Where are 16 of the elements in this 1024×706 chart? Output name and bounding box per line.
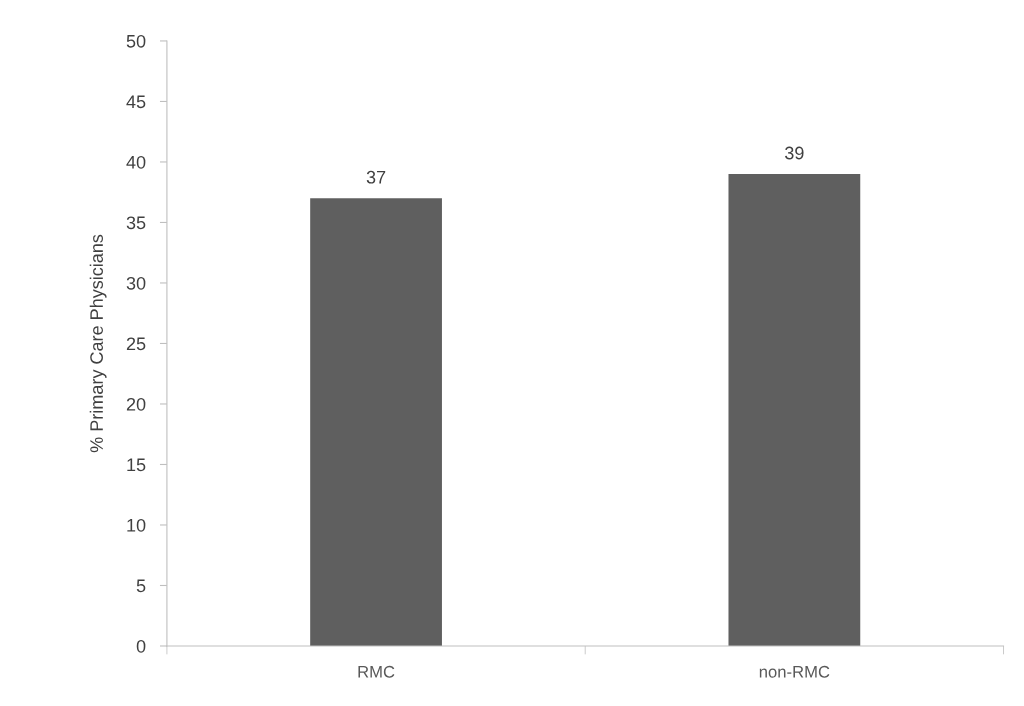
y-tick-label: 25	[126, 337, 146, 351]
y-tick-label: 5	[136, 579, 146, 593]
x-tick-label: RMC	[358, 665, 395, 678]
y-tick-label: 40	[126, 155, 146, 169]
y-tick-label: 0	[136, 639, 146, 653]
y-tick-label: 35	[126, 216, 146, 230]
x-tick-label: non-RMC	[759, 665, 830, 678]
y-tick-label: 30	[126, 276, 146, 290]
data-label: 39	[785, 146, 804, 160]
y-tick-label: 15	[127, 458, 146, 472]
y-tick-label: 45	[126, 95, 146, 109]
y-tick-label: 50	[126, 34, 146, 48]
y-axis-title: % Primary Care Physicians	[89, 234, 107, 453]
y-tick-label: 20	[126, 397, 146, 411]
y-tick-label: 10	[127, 518, 146, 532]
data-label: 37	[366, 170, 386, 184]
